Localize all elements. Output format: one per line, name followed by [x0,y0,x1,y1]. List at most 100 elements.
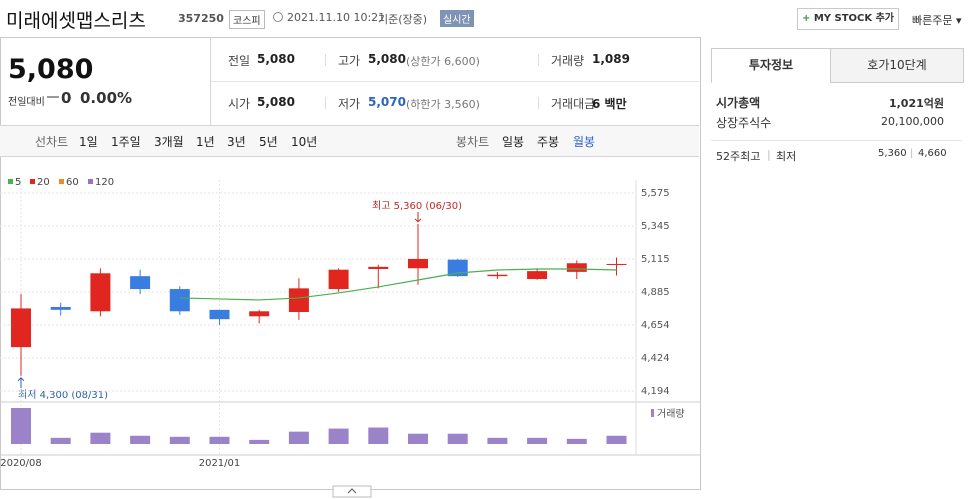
candle-body [606,263,627,265]
ma-line [179,268,617,301]
y-tick-label: 5,575 [641,188,670,199]
candle-body [11,308,31,348]
candle-body [368,266,389,269]
low-arrow [17,377,25,388]
y-tick-label: 5,345 [641,221,670,232]
candle-body [527,271,548,280]
summary-note: (상한가 6,600) [406,55,480,68]
candle-body [487,274,508,277]
summary-value: 5,080 [257,95,295,109]
side-value: 20,100,000 [881,115,944,128]
current-price: 5,080 [8,54,94,85]
y-tick-label: 4,194 [641,386,670,397]
quick-order[interactable]: 빠른주문 ▾ [912,14,962,27]
summary-label: 거래대금 [551,97,596,111]
volume-bar [527,437,548,444]
divider [325,54,326,66]
collapse-arrow [347,488,357,494]
flat-icon [47,96,59,98]
volume-legend: 거래량 [657,408,685,420]
week52-low: 4,660 [918,148,947,159]
volume-bar [447,433,468,444]
divider [538,54,539,66]
candle-body [249,311,270,317]
collapse-button[interactable] [332,485,372,498]
period-tab[interactable]: 5년 [259,135,278,149]
side-value: 1,021억원 [888,97,944,110]
period-tab[interactable]: 1일 [79,135,98,149]
clock-icon [273,12,283,22]
legend-swatch [30,179,35,184]
candle-body [130,276,151,290]
quick-order-text: 빠른주문 [912,14,953,27]
divider [325,97,326,109]
summary-value: 5,070 [368,95,406,109]
candle-body [209,309,230,320]
change: 0 [61,89,72,107]
candle-body [328,269,349,290]
summary-value: 5,080 [257,52,295,66]
candle-body [50,306,71,310]
period-tab[interactable]: 1주일 [111,135,141,149]
summary-label: 고가 [338,54,361,68]
volume-bar [606,435,627,444]
volume-legend-swatch [651,409,654,417]
side-label: 시가총액 [716,96,761,110]
x-tick-label: 2021/01 [199,458,241,469]
side-tab[interactable]: 투자정보 [711,48,831,83]
summary-value: 1,089 [592,52,630,66]
mystock-button[interactable]: + MY STOCK 추가 [797,8,899,30]
side-tab[interactable]: 호가10단계 [830,48,964,83]
mystock-text: MY STOCK 추가 [813,13,895,24]
candle-body [566,263,587,272]
realtime-badge: 실시간 [440,10,474,27]
volume-bar [288,431,309,444]
volume-bar [209,436,230,444]
tab-group-label: 봉차트 [456,135,490,149]
summary-label: 거래량 [551,54,585,68]
summary-value: 6 백만 [592,97,627,111]
high-arrow [414,212,422,223]
volume-bar [408,433,428,444]
period-tab[interactable]: 월봉 [573,135,596,149]
volume-bar [368,427,389,444]
y-tick-label: 4,654 [641,320,670,331]
legend-label: 60 [66,177,79,188]
tab-group-label: 선차트 [35,135,69,149]
week52-high-label: 52주최고 [716,150,761,163]
week52-high: 5,360 [878,148,907,159]
legend-label: 5 [15,177,21,188]
period-tab[interactable]: 1년 [196,135,215,149]
separator: | [910,148,914,159]
candle-body [169,289,190,312]
summary-value: 5,080 [368,52,406,66]
period-tab[interactable]: 3개월 [154,135,184,149]
x-tick-label: 2020/08 [0,458,42,469]
candle-body [90,273,111,312]
tab-bar [0,125,699,157]
period-tab[interactable]: 주봉 [537,135,560,149]
legend-swatch [88,179,93,184]
datetime: 2021.11.10 10:21 [287,11,386,24]
period-tab[interactable]: 10년 [291,135,318,149]
period-tab[interactable]: 3년 [227,135,246,149]
market-badge: 코스피 [229,10,265,29]
summary-note: (하한가 3,560) [406,98,480,111]
week52-low-label: 최저 [776,150,797,163]
legend-swatch [8,179,13,184]
legend-label: 120 [95,177,114,188]
y-tick-label: 4,885 [641,287,670,298]
legend-swatch [59,179,64,184]
volume-bar [130,435,151,444]
volume-bar [487,437,508,444]
y-tick-label: 4,424 [641,353,670,364]
volume-bar [11,408,31,444]
legend-label: 20 [37,177,50,188]
volume-bar [328,428,349,444]
summary-label: 시가 [228,97,251,111]
period-tab[interactable]: 일봉 [502,135,525,149]
separator: | [767,148,771,161]
candle-body [408,258,428,269]
basis: 기준(장중) [378,13,428,26]
